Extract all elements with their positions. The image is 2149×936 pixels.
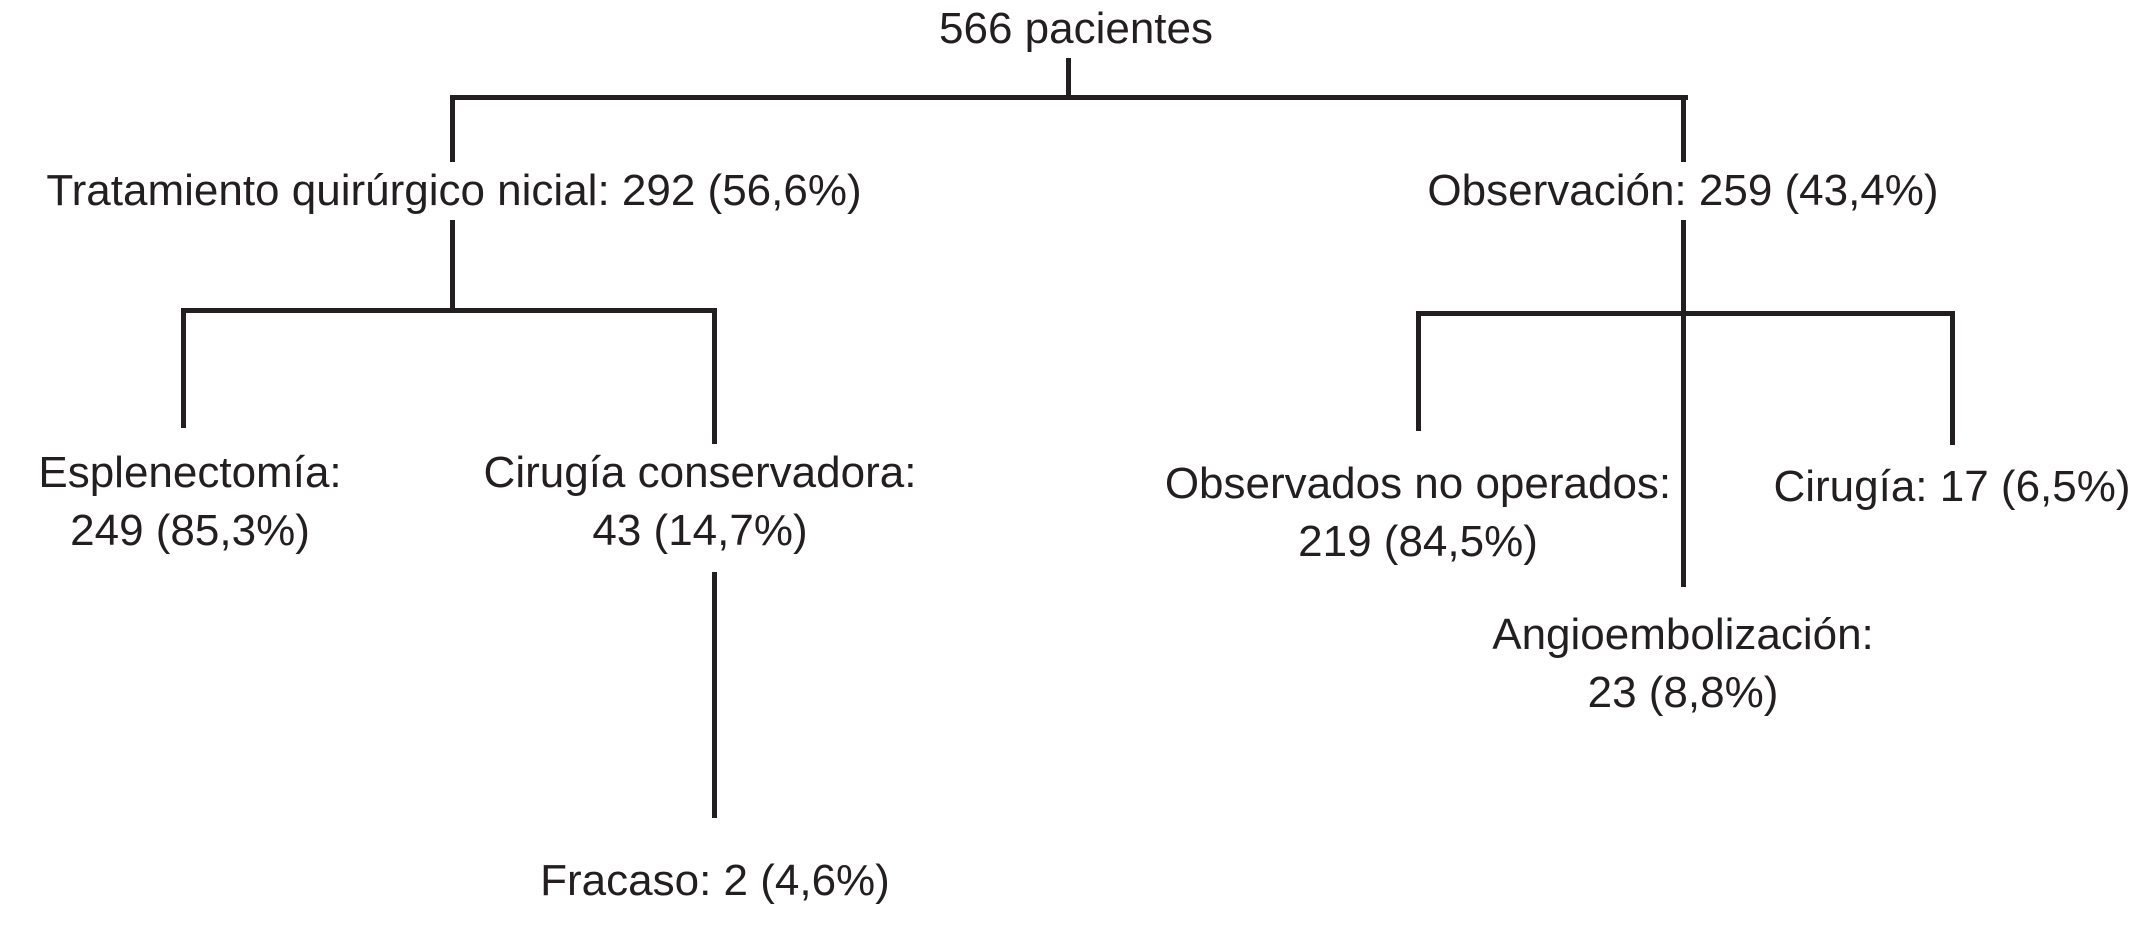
node-observacion: Observación: 259 (43,4%) bbox=[1421, 162, 1945, 220]
node-observados-no-operados-title: Observados no operados: bbox=[1164, 459, 1672, 508]
connector-cirugia-vertical bbox=[1950, 311, 1955, 445]
node-tratamiento-quirurgico: Tratamiento quirúrgico nicial: 292 (56,6… bbox=[40, 162, 868, 220]
node-esplenectomia: Esplenectomía: 249 (85,3%) bbox=[32, 444, 348, 560]
node-cirugia-conservadora: Cirugía conservadora: 43 (14,7%) bbox=[477, 444, 923, 560]
node-fracaso: Fracaso: 2 (4,6%) bbox=[534, 852, 896, 910]
node-cirugia-conservadora-value: 43 (14,7%) bbox=[592, 506, 808, 555]
connector-fracaso-vertical bbox=[712, 572, 717, 818]
connector-root-stub bbox=[1066, 56, 1071, 97]
node-observados-no-operados: Observados no operados: 219 (84,5%) bbox=[1158, 455, 1678, 571]
connector-surgical-branch-horizontal bbox=[181, 308, 717, 313]
node-angioembolizacion-value: 23 (8,8%) bbox=[1587, 668, 1779, 717]
node-root: 566 pacientes bbox=[933, 0, 1219, 58]
node-esplenectomia-title: Esplenectomía: bbox=[38, 448, 342, 497]
connector-observation-branch-horizontal bbox=[1416, 311, 1955, 316]
node-angioembolizacion: Angioembolización: 23 (8,8%) bbox=[1486, 606, 1880, 722]
node-esplenectomia-value: 249 (85,3%) bbox=[70, 506, 310, 555]
connector-esplenectomia-vertical bbox=[181, 308, 186, 428]
node-cirugia-conservadora-title: Cirugía conservadora: bbox=[483, 448, 917, 497]
connector-cirugia-conservadora-vertical bbox=[712, 308, 717, 450]
node-observados-no-operados-value: 219 (84,5%) bbox=[1298, 517, 1538, 566]
connector-observation-vertical bbox=[1681, 95, 1686, 587]
node-angioembolizacion-title: Angioembolización: bbox=[1492, 610, 1874, 659]
node-cirugia: Cirugía: 17 (6,5%) bbox=[1767, 458, 2137, 516]
connector-observados-vertical bbox=[1416, 311, 1421, 431]
connector-level1-horizontal bbox=[450, 95, 1688, 100]
